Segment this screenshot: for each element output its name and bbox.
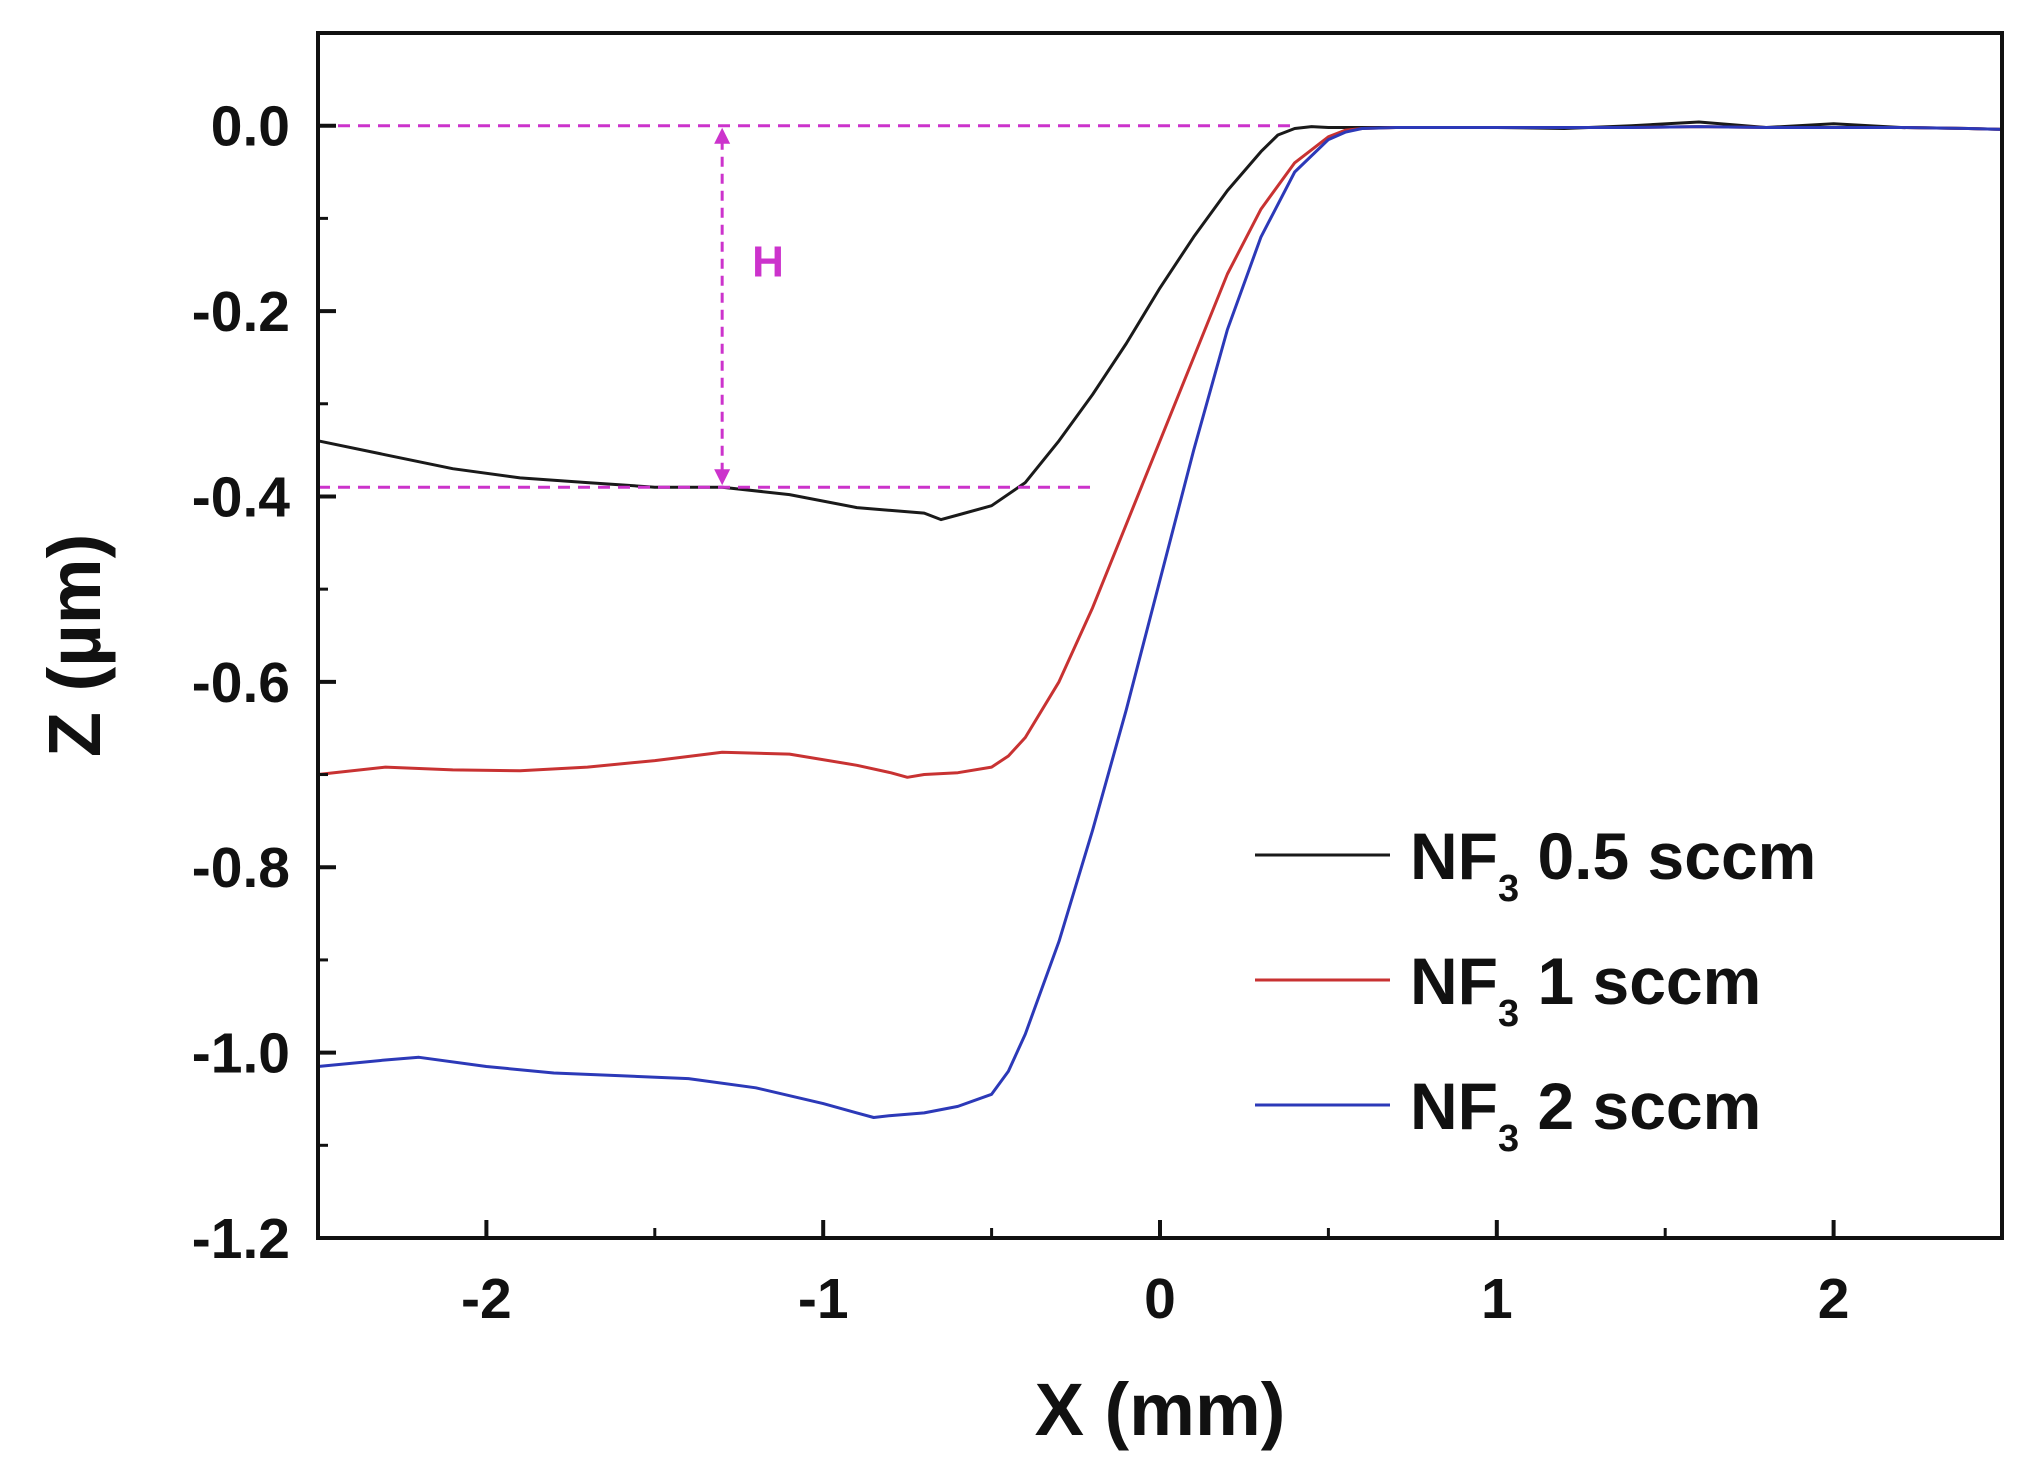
x-tick-label: 2 [1818, 1267, 1850, 1331]
x-axis-title: X (mm) [1035, 1368, 1286, 1451]
y-tick-label: -1.2 [192, 1207, 290, 1271]
y-tick-label: -0.4 [192, 465, 291, 529]
x-tick-label: -2 [461, 1267, 512, 1331]
y-tick-label: -1.0 [192, 1022, 290, 1086]
series-line-2 [317, 125, 2003, 1119]
plot-frame [316, 31, 2004, 1240]
series-line-1 [317, 125, 2003, 779]
y-tick-label: -0.6 [192, 651, 290, 715]
x-tick-label: -1 [798, 1267, 849, 1331]
height-arrow-head-up [714, 127, 731, 144]
height-arrow-head-down [714, 469, 731, 486]
y-tick-label: 0.0 [211, 95, 290, 159]
x-tick-label: 1 [1481, 1267, 1513, 1331]
legend-label-0: NF3 0.5 sccm [1410, 819, 1816, 910]
y-axis: 0.0 -0.2 -0.4 -0.6 -0.8 -1.0 -1.2 [192, 95, 336, 1271]
y-tick-label: -0.8 [192, 836, 290, 900]
legend: NF3 0.5 sccm NF3 1 sccm NF3 2 sccm [1255, 819, 1816, 1160]
series-line-0 [317, 120, 2003, 522]
x-axis: -2 -1 0 1 2 [316, 1220, 2004, 1331]
height-label: H [752, 237, 784, 286]
legend-label-2: NF3 2 sccm [1410, 1069, 1761, 1160]
x-tick-label: 0 [1144, 1267, 1176, 1331]
height-annotation: H [318, 124, 1295, 489]
y-tick-label: -0.2 [192, 280, 290, 344]
legend-label-1: NF3 1 sccm [1410, 944, 1761, 1035]
y-axis-title: Z (µm) [33, 534, 116, 757]
